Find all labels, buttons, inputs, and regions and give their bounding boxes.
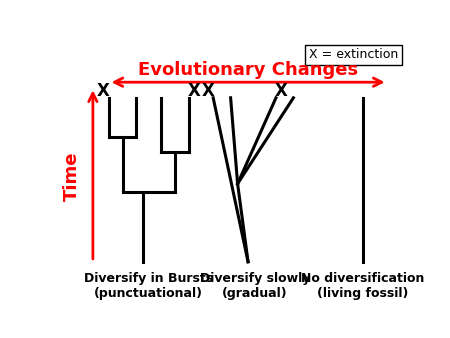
Text: X = extinction: X = extinction bbox=[309, 48, 398, 62]
Text: Time: Time bbox=[63, 151, 81, 201]
Text: X: X bbox=[275, 82, 288, 100]
Text: No diversification
(living fossil): No diversification (living fossil) bbox=[302, 272, 425, 300]
Text: X: X bbox=[202, 82, 214, 100]
Text: X: X bbox=[188, 82, 200, 100]
Text: X: X bbox=[97, 82, 110, 100]
Text: Diversify slowly
(gradual): Diversify slowly (gradual) bbox=[200, 272, 310, 300]
Text: Diversify in Bursts
(punctuational): Diversify in Bursts (punctuational) bbox=[84, 272, 213, 300]
Text: Evolutionary Changes: Evolutionary Changes bbox=[138, 62, 358, 79]
